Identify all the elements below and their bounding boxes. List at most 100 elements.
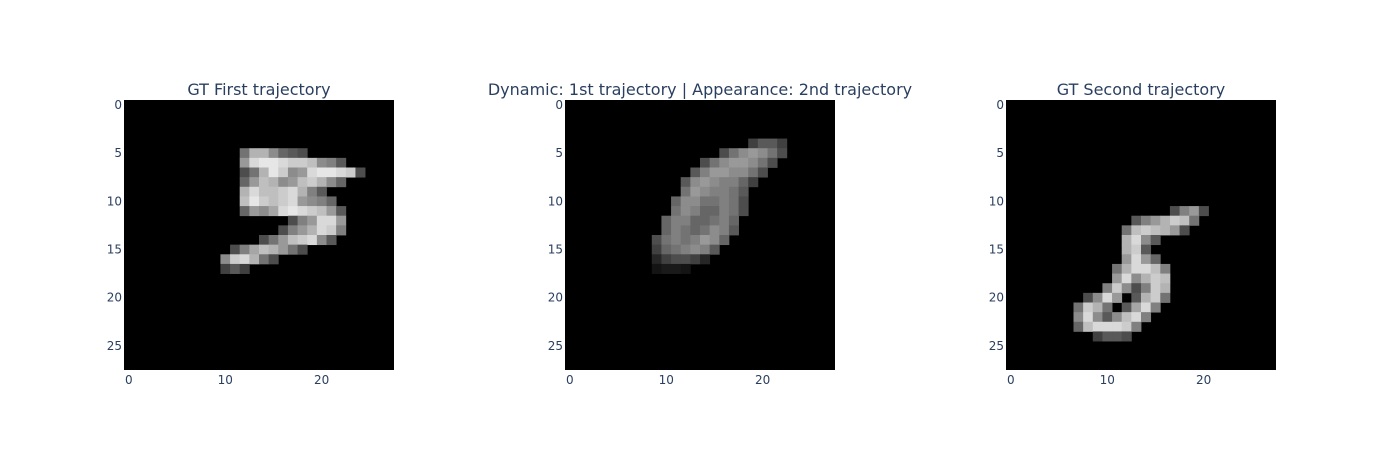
x-tick-label: 20 xyxy=(755,373,770,387)
heatmap-cell xyxy=(1102,292,1113,303)
heatmap-cell xyxy=(700,225,711,236)
heatmap-cell xyxy=(239,254,250,265)
heatmap-cell xyxy=(345,167,356,178)
heatmap-cell xyxy=(316,215,327,226)
heatmap-cell xyxy=(1131,312,1142,323)
heatmap-cell xyxy=(719,206,730,217)
heatmap-cell xyxy=(1160,273,1171,284)
heatmap-cell xyxy=(287,148,298,159)
y-tick-label: 5 xyxy=(555,146,563,160)
heatmap-cell xyxy=(661,254,672,265)
heatmap-cell xyxy=(239,167,250,178)
heatmap-cell xyxy=(259,244,270,255)
heatmap-cell xyxy=(1141,235,1152,246)
heatmap-cell xyxy=(316,186,327,197)
heatmap-cell xyxy=(220,254,231,265)
heatmap-cell xyxy=(757,157,768,168)
heatmap-cell xyxy=(671,254,682,265)
y-tick-label: 10 xyxy=(107,194,122,208)
heatmap-cell xyxy=(1141,283,1152,294)
heatmap-cell xyxy=(278,244,289,255)
heatmap-panel-gt-second: GT Second trajectory 0 10 20 0 5 10 15 20 25 xyxy=(989,80,1276,387)
x-tick-label: 10 xyxy=(1100,373,1115,387)
heatmap-cell xyxy=(1121,331,1132,342)
heatmap-cell xyxy=(1179,215,1190,226)
heatmap-cell xyxy=(326,167,337,178)
heatmap-cell xyxy=(1131,273,1142,284)
heatmap-cell xyxy=(1141,312,1152,323)
y-tick-label: 0 xyxy=(555,98,563,112)
heatmap-cell xyxy=(700,206,711,217)
heatmap-cell xyxy=(709,215,720,226)
heatmap-cell xyxy=(249,196,260,207)
heatmap-cell xyxy=(1102,331,1113,342)
heatmap-cell xyxy=(690,177,701,188)
heatmap-cell xyxy=(1102,321,1113,332)
heatmap-cell xyxy=(326,177,337,188)
heatmap-cell xyxy=(690,196,701,207)
heatmap-cell xyxy=(719,177,730,188)
heatmap-cell xyxy=(297,148,308,159)
heatmap-cell xyxy=(268,196,279,207)
heatmap-cell xyxy=(259,196,270,207)
heatmap-cell xyxy=(307,177,318,188)
heatmap-cell xyxy=(757,167,768,178)
x-tick-label: 10 xyxy=(218,373,233,387)
heatmap-cell xyxy=(1102,312,1113,323)
heatmap-cell xyxy=(777,148,788,159)
heatmap-cell xyxy=(307,235,318,246)
heatmap-cell xyxy=(1169,225,1180,236)
heatmap-cell xyxy=(690,254,701,265)
heatmap-cell xyxy=(700,254,711,265)
heatmap-cell xyxy=(757,148,768,159)
heatmap-cell xyxy=(316,225,327,236)
heatmap-cell xyxy=(700,167,711,178)
heatmap-cell xyxy=(709,225,720,236)
heatmap-cell xyxy=(278,167,289,178)
heatmap-cell xyxy=(287,225,298,236)
heatmap-cell xyxy=(278,235,289,246)
heatmap-cell xyxy=(690,215,701,226)
heatmap-cell xyxy=(1131,302,1142,313)
heatmap-cell xyxy=(719,215,730,226)
heatmap-cell xyxy=(326,215,337,226)
heatmap-cell xyxy=(1189,215,1200,226)
heatmap-cell xyxy=(1150,273,1161,284)
heatmap-cell xyxy=(316,177,327,188)
heatmap-cell xyxy=(239,244,250,255)
y-tick-label: 20 xyxy=(548,291,563,305)
heatmap-cell xyxy=(1121,235,1132,246)
heatmap-cell xyxy=(661,244,672,255)
x-tick-label: 0 xyxy=(1007,373,1015,387)
y-tick-label: 15 xyxy=(107,243,122,257)
axis-ticks-gt-first: 0 10 20 0 5 10 15 20 25 xyxy=(107,98,330,387)
heatmap-cell xyxy=(1160,283,1171,294)
heatmap-cell xyxy=(287,186,298,197)
heatmap-cell xyxy=(651,263,662,274)
heatmap-cell xyxy=(326,157,337,168)
heatmap-cell xyxy=(680,196,691,207)
heatmap-cell xyxy=(748,167,759,178)
heatmap-cell xyxy=(1092,292,1103,303)
heatmap-cell xyxy=(1092,331,1103,342)
heatmap-cell xyxy=(297,186,308,197)
heatmap-cell xyxy=(700,244,711,255)
heatmap-cell xyxy=(239,157,250,168)
heatmap-cell xyxy=(249,157,260,168)
heatmap-cell xyxy=(307,157,318,168)
heatmap-cell xyxy=(651,235,662,246)
chart-title-gt-second: GT Second trajectory xyxy=(1057,80,1226,99)
heatmap-cell xyxy=(728,148,739,159)
y-tick-label: 0 xyxy=(114,98,122,112)
heatmap-cell xyxy=(259,148,270,159)
heatmap-cell xyxy=(1131,244,1142,255)
heatmap-cell xyxy=(287,215,298,226)
heatmap-cell xyxy=(671,196,682,207)
heatmap-panel-gt-first: GT First trajectory 0 10 20 0 5 10 15 20 25 xyxy=(107,80,394,387)
heatmap-cell xyxy=(661,235,672,246)
heatmap-cell xyxy=(1141,273,1152,284)
heatmap-cell xyxy=(1073,302,1084,313)
heatmap-cell xyxy=(690,225,701,236)
heatmap-cell xyxy=(728,177,739,188)
heatmap-cell xyxy=(748,177,759,188)
